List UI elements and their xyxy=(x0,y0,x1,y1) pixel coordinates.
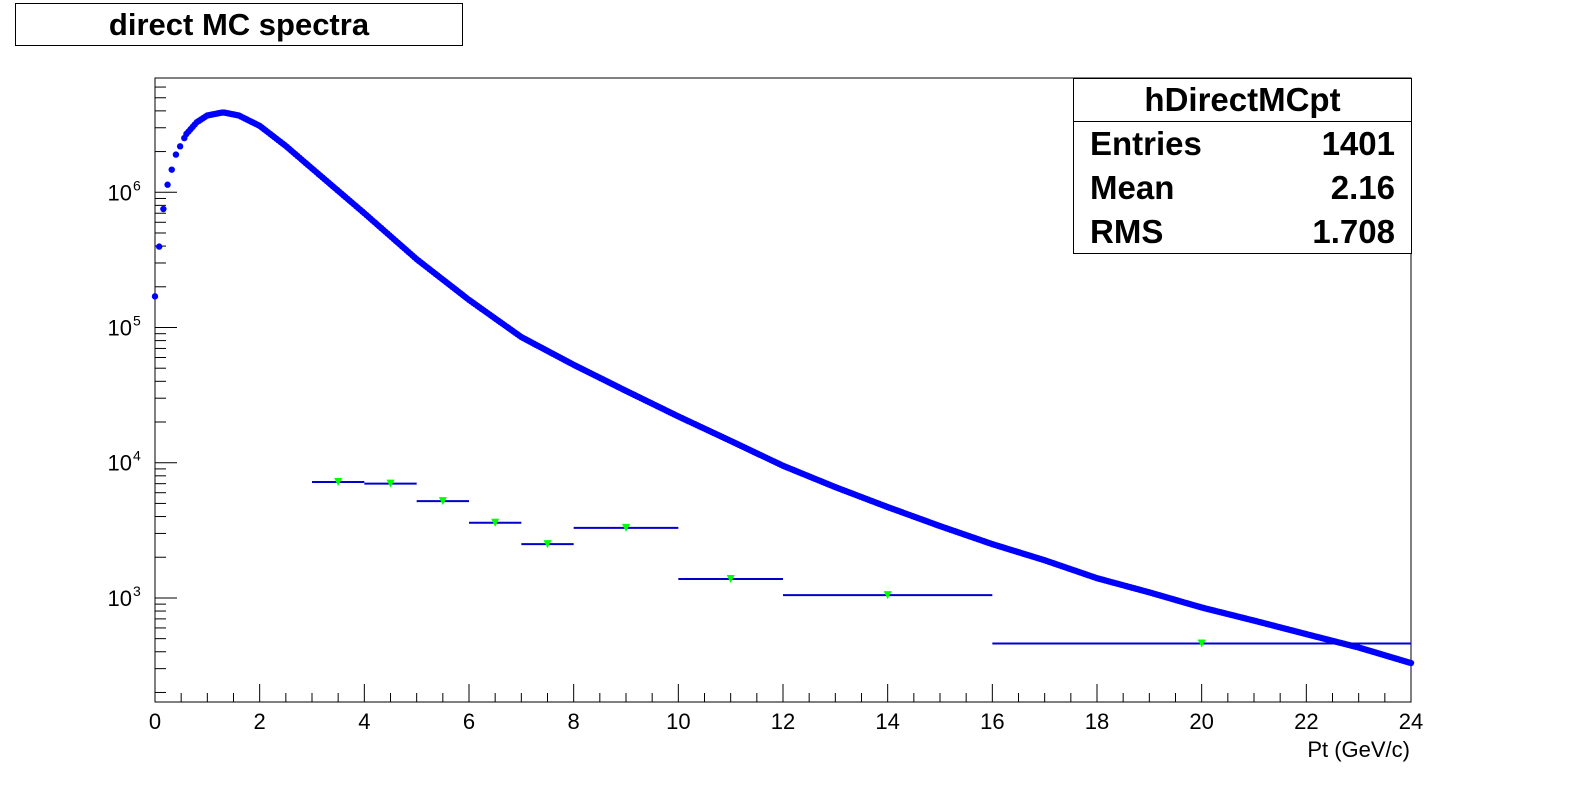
x-tick-label: 18 xyxy=(1085,709,1109,734)
y-tick-base: 10 xyxy=(108,451,132,476)
x-tick-label: 20 xyxy=(1189,709,1213,734)
y-tick-label: 10 xyxy=(108,180,132,205)
stats-label: Mean xyxy=(1090,169,1175,206)
histogram-title-text: direct MC spectra xyxy=(108,6,370,42)
y-tick-label: 10 xyxy=(108,451,132,476)
x-tick-label: 6 xyxy=(463,709,475,734)
x-tick-label: 16 xyxy=(980,709,1004,734)
x-tick-label: 10 xyxy=(666,709,690,734)
y-tick-exponent: 3 xyxy=(133,583,141,599)
stats-label: RMS xyxy=(1090,213,1164,250)
y-tick-exponent: 6 xyxy=(133,177,141,193)
x-axis-label: Pt (GeV/c) xyxy=(1307,737,1410,762)
data-point-marker xyxy=(883,591,892,600)
stats-value: 1401 xyxy=(1321,125,1395,162)
data-point-marker xyxy=(491,518,500,527)
mc-spectrum-point xyxy=(1407,659,1415,667)
y-tick-base: 10 xyxy=(108,315,132,340)
mc-spectrum-point xyxy=(172,151,180,158)
mc-spectrum-point xyxy=(164,181,171,188)
x-tick-label: 22 xyxy=(1294,709,1318,734)
data-point-marker xyxy=(543,540,552,549)
stats-value: 1.708 xyxy=(1312,213,1395,250)
mc-spectrum-point xyxy=(168,166,175,173)
data-point-marker xyxy=(438,497,447,506)
mc-spectrum-point xyxy=(176,143,184,150)
x-tick-label: 4 xyxy=(358,709,370,734)
data-point-marker xyxy=(386,479,395,488)
x-tick-label: 0 xyxy=(149,709,161,734)
y-tick-base: 10 xyxy=(108,180,132,205)
stats-label: Entries xyxy=(1090,125,1202,162)
x-tick-label: 12 xyxy=(771,709,795,734)
y-tick-exponent: 4 xyxy=(133,448,141,464)
data-point-marker xyxy=(334,478,343,487)
x-tick-label: 8 xyxy=(568,709,580,734)
x-tick-label: 2 xyxy=(254,709,266,734)
stats-value: 2.16 xyxy=(1330,169,1395,206)
mc-spectrum-point xyxy=(160,205,167,213)
stats-row-mean: Mean 2.16 xyxy=(1074,166,1411,210)
stats-row-rms: RMS 1.708 xyxy=(1074,210,1411,254)
histogram-title: direct MC spectra xyxy=(15,3,463,46)
y-tick-base: 10 xyxy=(108,586,132,611)
y-tick-label: 10 xyxy=(108,586,132,611)
x-tick-label: 24 xyxy=(1399,709,1423,734)
data-point-marker xyxy=(1197,639,1206,648)
mc-spectrum-point xyxy=(151,293,159,300)
data-point-marker xyxy=(622,523,630,532)
stats-row-entries: Entries 1401 xyxy=(1074,122,1411,166)
stats-box: hDirectMCpt Entries 1401 Mean 2.16 RMS 1… xyxy=(1073,78,1412,254)
y-tick-label: 10 xyxy=(108,315,132,340)
data-layer xyxy=(151,109,1415,667)
mc-spectrum-point xyxy=(155,243,163,250)
y-tick-exponent: 5 xyxy=(133,312,141,328)
stats-histogram-name: hDirectMCpt xyxy=(1074,79,1411,122)
x-tick-label: 14 xyxy=(875,709,899,734)
data-point-marker xyxy=(726,575,735,584)
